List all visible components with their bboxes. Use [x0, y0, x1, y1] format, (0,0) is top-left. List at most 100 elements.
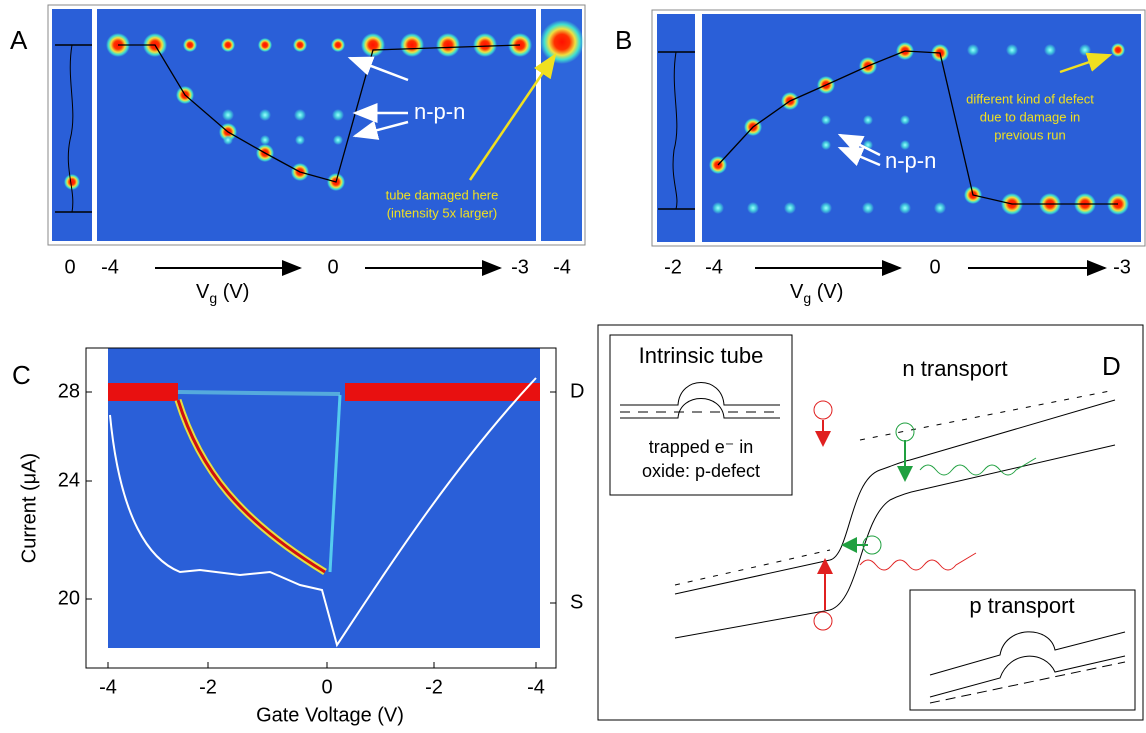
- region-label: n transport: [902, 356, 1007, 381]
- inset-text: oxide: p-defect: [642, 461, 760, 481]
- spot: [900, 115, 910, 125]
- axes-frame: [85, 347, 557, 669]
- tick-label: -2: [664, 256, 682, 278]
- axis-sub: g: [209, 290, 217, 306]
- annotation: due to damage in: [980, 109, 1080, 124]
- axis-label: Vg (V): [790, 281, 843, 305]
- frame: [597, 324, 1144, 721]
- spot: [784, 202, 796, 214]
- spot: [332, 109, 344, 121]
- panel-d: [597, 324, 1144, 721]
- axis-main: V: [790, 281, 804, 303]
- tick-label: -3: [1113, 256, 1131, 278]
- spot: [331, 38, 345, 52]
- spot: [333, 135, 343, 145]
- arrow: [352, 120, 409, 140]
- spot: [1044, 44, 1056, 56]
- spot: [259, 109, 271, 121]
- panel-label: C: [12, 360, 31, 390]
- tick-label: 0: [327, 256, 338, 278]
- spot: [64, 174, 80, 190]
- tick-label: 24: [58, 469, 80, 491]
- spot: [899, 202, 911, 214]
- annotation: n-p-n: [414, 99, 465, 124]
- inset-text: trapped e⁻ in: [649, 437, 754, 457]
- current-trace: [109, 377, 537, 648]
- tick-label: 28: [58, 380, 80, 402]
- spot: [400, 33, 424, 57]
- inset-fermi: [929, 661, 1126, 704]
- spot: [183, 38, 197, 52]
- tick-label: 20: [58, 587, 80, 609]
- panel-a: A n-p-n tube damaged here (intensity 5x …: [10, 4, 586, 306]
- trace: [672, 51, 678, 210]
- annotation: previous run: [994, 127, 1066, 142]
- inset: [909, 589, 1136, 711]
- trace: [118, 44, 521, 183]
- trace: [67, 44, 74, 213]
- electron: [862, 535, 882, 555]
- spot: [821, 115, 831, 125]
- panel-b: B different kind of defect due to damage…: [615, 9, 1146, 306]
- band: [345, 383, 540, 401]
- annotation: different kind of defect: [966, 91, 1094, 106]
- panel-label: A: [10, 25, 28, 55]
- tick: [86, 391, 556, 668]
- tick-label: -4: [553, 256, 571, 278]
- arrow: [1059, 52, 1113, 74]
- dots: [709, 42, 1129, 215]
- inset: [609, 334, 793, 496]
- electron: [813, 611, 833, 631]
- tick-label: -4: [101, 256, 119, 278]
- tick-label: -2: [199, 676, 217, 698]
- tick-label: -4: [527, 676, 545, 698]
- spot: [473, 33, 497, 57]
- spot: [295, 135, 305, 145]
- tick-label: 0: [64, 256, 75, 278]
- marker-line: [55, 44, 92, 213]
- axis-label: Current (μA): [18, 453, 40, 563]
- electron: [813, 400, 833, 420]
- inset-band: [929, 631, 1126, 698]
- spot: [934, 202, 946, 214]
- arrow: [837, 146, 881, 167]
- annotation: tube damaged here: [386, 187, 499, 202]
- trace: [717, 50, 1118, 205]
- fermi: [674, 389, 1116, 586]
- tick-label: 0: [321, 676, 332, 698]
- spot: [1006, 44, 1018, 56]
- electron: [895, 422, 915, 442]
- band: [176, 399, 326, 574]
- spot: [1111, 43, 1125, 57]
- annotation: n-p-n: [885, 148, 936, 173]
- band: [108, 383, 178, 401]
- image: [97, 9, 536, 241]
- spot: [820, 202, 832, 214]
- spot: [821, 140, 831, 150]
- inset-band: [620, 382, 780, 419]
- spot: [747, 202, 759, 214]
- side-label: D: [570, 380, 584, 402]
- axis-unit: (V): [811, 281, 843, 303]
- tick-label: -2: [425, 676, 443, 698]
- axis-main: V: [196, 281, 210, 303]
- tick-label: -4: [99, 676, 117, 698]
- side-label: S: [570, 591, 583, 613]
- band-edge: [674, 399, 1116, 595]
- panel-label: B: [615, 25, 632, 55]
- band-edge: [674, 444, 1116, 639]
- arrow: [347, 56, 409, 82]
- wave: [859, 552, 977, 571]
- panel-c: C 28 24 20 -4 -2 0 -2 -4 D S Current (μA…: [12, 347, 584, 726]
- axis-label: Vg (V): [196, 281, 249, 305]
- arrow: [837, 133, 881, 157]
- spot: [258, 38, 272, 52]
- spot: [294, 109, 306, 121]
- wave: [919, 457, 1037, 476]
- band: [328, 394, 342, 573]
- spot: [862, 202, 874, 214]
- spot: [863, 115, 873, 125]
- tick-label: 0: [929, 256, 940, 278]
- spot: [222, 109, 234, 121]
